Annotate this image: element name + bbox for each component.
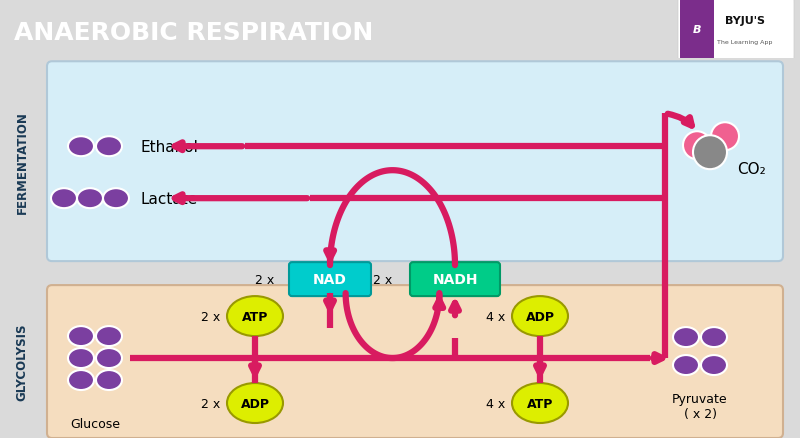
Ellipse shape xyxy=(77,189,103,208)
FancyBboxPatch shape xyxy=(47,62,783,261)
Circle shape xyxy=(711,123,739,151)
FancyBboxPatch shape xyxy=(410,262,500,297)
Text: FERMENTATION: FERMENTATION xyxy=(15,110,29,213)
FancyBboxPatch shape xyxy=(678,0,794,173)
Text: NAD: NAD xyxy=(313,272,347,286)
Text: ATP: ATP xyxy=(527,397,553,410)
Text: Ethanol: Ethanol xyxy=(140,139,198,154)
Ellipse shape xyxy=(96,137,122,157)
Text: ADP: ADP xyxy=(526,310,554,323)
Text: 4 x: 4 x xyxy=(486,397,506,410)
Text: 4 x: 4 x xyxy=(486,310,506,323)
Text: Lactate: Lactate xyxy=(140,191,198,206)
Text: 2 x: 2 x xyxy=(255,273,274,286)
Ellipse shape xyxy=(96,326,122,346)
FancyBboxPatch shape xyxy=(289,262,371,297)
Text: CO₂: CO₂ xyxy=(737,161,766,176)
Ellipse shape xyxy=(227,297,283,336)
FancyBboxPatch shape xyxy=(47,286,783,438)
Text: 2 x: 2 x xyxy=(202,397,221,410)
Text: 2 x: 2 x xyxy=(202,310,221,323)
Ellipse shape xyxy=(227,383,283,423)
Text: ATP: ATP xyxy=(242,310,268,323)
Text: BYJU'S: BYJU'S xyxy=(725,16,765,26)
Ellipse shape xyxy=(68,326,94,346)
Ellipse shape xyxy=(701,355,727,375)
Ellipse shape xyxy=(673,355,699,375)
Ellipse shape xyxy=(51,189,77,208)
Ellipse shape xyxy=(512,297,568,336)
Text: Glucose: Glucose xyxy=(70,417,120,430)
Ellipse shape xyxy=(96,348,122,368)
Text: B: B xyxy=(693,25,702,35)
Circle shape xyxy=(693,136,727,170)
FancyBboxPatch shape xyxy=(680,0,714,230)
Ellipse shape xyxy=(68,137,94,157)
Ellipse shape xyxy=(96,370,122,390)
Text: The Learning App: The Learning App xyxy=(718,40,773,45)
Text: ADP: ADP xyxy=(241,397,270,410)
Ellipse shape xyxy=(512,383,568,423)
Text: 2 x: 2 x xyxy=(374,273,393,286)
Text: ANAEROBIC RESPIRATION: ANAEROBIC RESPIRATION xyxy=(14,21,374,45)
Ellipse shape xyxy=(701,327,727,347)
Text: GLYCOLYSIS: GLYCOLYSIS xyxy=(15,323,29,400)
Ellipse shape xyxy=(68,348,94,368)
Ellipse shape xyxy=(673,327,699,347)
Ellipse shape xyxy=(68,370,94,390)
Text: Pyruvate
( x 2): Pyruvate ( x 2) xyxy=(672,392,728,420)
Ellipse shape xyxy=(103,189,129,208)
Circle shape xyxy=(683,132,711,160)
Text: NADH: NADH xyxy=(432,272,478,286)
